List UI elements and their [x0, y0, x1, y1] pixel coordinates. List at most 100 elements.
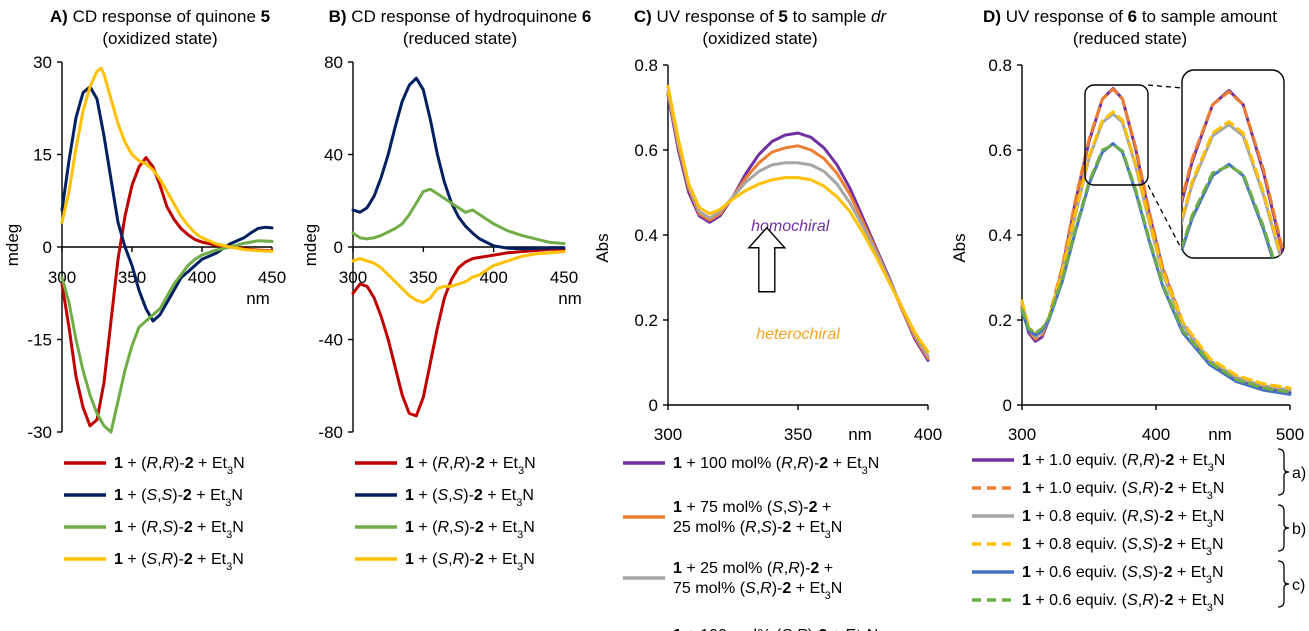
series-line-3	[60, 239, 274, 434]
x-tick-label: 350	[118, 268, 146, 287]
legend-label: 1 + (S,R)-2 + Et3N	[114, 551, 244, 573]
legend-label: 1 + 0.8 equiv. (R,S)-2 + Et3N	[1022, 508, 1224, 530]
y-tick-label: 0.8	[634, 56, 658, 75]
legend-group-label: c)	[1292, 577, 1305, 594]
legend-item: 1 + (S,S)-2 + Et3N	[355, 487, 534, 509]
y-tick-label: -30	[27, 423, 52, 442]
zoom-connector-bottom	[1147, 184, 1183, 251]
chart-title: C) UV response of 5 to sample dr	[634, 7, 888, 26]
x-tick-label: 300	[654, 425, 682, 444]
legend-label: 1 + (R,S)-2 + Et3N	[405, 519, 535, 541]
legend-item: 1 + 25 mol% (R,R)-2 + 75 mol% (S,R)-2 + E…	[623, 560, 842, 602]
legend-group-label: a)	[1292, 465, 1306, 482]
chart-subtitle: (reduced state)	[403, 29, 517, 48]
chart-subtitle: (reduced state)	[1073, 29, 1187, 48]
legend-item: 1 + 0.6 equiv. (S,R)-2 + Et3N	[972, 592, 1224, 614]
legend-label: 1 + 0.6 equiv. (S,S)-2 + Et3N	[1022, 564, 1224, 586]
series-line-3-zoom	[1182, 123, 1284, 258]
legend-label: 75 mol% (S,R)-2 + Et3N	[673, 580, 842, 602]
legend-label: 1 + 100 mol% (R,R)-2 + Et3N	[673, 455, 879, 477]
x-unit-label: nm	[1208, 425, 1232, 444]
y-tick-label: 30	[33, 53, 52, 72]
chart-title: A) CD response of quinone 5	[50, 7, 270, 26]
x-tick-label: 400	[1142, 425, 1170, 444]
y-tick-label: 0.2	[634, 311, 658, 330]
legend-b: 1 + (R,R)-2 + Et3N 1 + (S,S)-2 + Et3N 1 + …	[355, 455, 536, 573]
legend-group-brace	[1277, 504, 1290, 552]
x-tick-label: 400	[479, 268, 507, 287]
legend-item: 1 + 1.0 equiv. (S,R)-2 + Et3N	[972, 480, 1224, 502]
legend-label: 25 mol% (R,S)-2 + Et3N	[673, 519, 842, 541]
series-line-6-zoom	[1182, 164, 1284, 258]
x-tick-label: 350	[409, 268, 437, 287]
legend-item: 1 + (S,S)-2 + Et3N	[64, 487, 243, 509]
series-line-5-zoom	[1182, 162, 1284, 258]
legend-label: 1 + 100 mol% (S,R)-2 + Et3N	[673, 627, 878, 631]
series-line-4	[351, 250, 566, 304]
chart-title: D) UV response of 6 to sample amount	[983, 7, 1277, 26]
zoom-connector-top	[1147, 84, 1183, 89]
legend-label: 1 + 25 mol% (R,R)-2 +	[673, 560, 833, 577]
legend-group-brace	[1277, 560, 1290, 608]
y-tick-label: 0.4	[634, 226, 658, 245]
zoom-inset-box	[1181, 69, 1285, 259]
chart-subtitle: (oxidized state)	[102, 29, 217, 48]
series-line-1	[60, 156, 274, 428]
y-tick-label: 0.8	[988, 56, 1012, 75]
legend-label: 1 + 75 mol% (S,S)-2 +	[673, 499, 831, 516]
x-unit-label: nm	[558, 289, 582, 308]
x-tick-label: 450	[550, 268, 578, 287]
series-line-5	[1020, 142, 1292, 396]
annotation-heterochiral: heterochiral	[756, 326, 840, 343]
legend-label: 1 + (R,R)-2 + Et3N	[405, 455, 536, 477]
legend-label: 1 + (S,S)-2 + Et3N	[405, 487, 534, 509]
legend-item: 1 + (R,R)-2 + Et3N	[64, 455, 245, 477]
chart-title: B) CD response of hydroquinone 6	[329, 7, 592, 26]
chart-panel-d: D) UV response of 6 to sample amount (red…	[950, 7, 1304, 444]
y-tick-label: 0.4	[988, 226, 1012, 245]
y-tick-label: -80	[318, 423, 343, 442]
legend-label: 1 + (S,R)-2 + Et3N	[405, 551, 535, 573]
x-unit-label: nm	[246, 289, 270, 308]
chart-subtitle: (oxidized state)	[702, 29, 817, 48]
x-tick-label: 300	[339, 268, 367, 287]
legend-item: 1 + 100 mol% (R,R)-2 + Et3N	[623, 455, 879, 477]
chart-panel-b: B) CD response of hydroquinone 6 (reduced…	[301, 7, 591, 442]
x-tick-label: 350	[784, 425, 812, 444]
legend-item: 1 + 75 mol% (S,S)-2 + 25 mol% (R,S)-2 + E…	[623, 499, 842, 541]
y-axis-label: Abs	[950, 233, 969, 262]
y-tick-label: 0.6	[988, 141, 1012, 160]
series-line-2	[60, 85, 274, 323]
annotation-homochiral: homochiral	[751, 218, 830, 235]
chart-panel-a: A) CD response of quinone 5 (oxidized sta…	[3, 7, 286, 442]
legend-item: 1 + 1.0 equiv. (R,R)-2 + Et3N	[972, 452, 1225, 474]
legend-group-brace	[1277, 448, 1290, 496]
y-tick-label: 15	[33, 146, 52, 165]
y-tick-label: 0	[43, 238, 52, 257]
y-tick-label: -40	[318, 331, 343, 350]
legend-item: 1 + 0.6 equiv. (S,S)-2 + Et3N	[972, 564, 1224, 586]
legend-label: 1 + (R,S)-2 + Et3N	[114, 519, 244, 541]
x-tick-label: 400	[914, 425, 942, 444]
legend-a: 1 + (R,R)-2 + Et3N 1 + (S,S)-2 + Et3N 1 + …	[64, 455, 245, 573]
arrow-up-icon	[747, 226, 787, 293]
legend-c: 1 + 100 mol% (R,R)-2 + Et3N 1 + 75 mol% (…	[623, 455, 879, 631]
legend-item: 1 + (S,R)-2 + Et3N	[64, 551, 244, 573]
series-line-6	[1020, 143, 1292, 394]
series-line-2	[351, 76, 566, 251]
zoom-inset-plot	[1182, 89, 1284, 258]
legend-item: 1 + 0.8 equiv. (R,S)-2 + Et3N	[972, 508, 1224, 530]
zoom-region-box	[1084, 84, 1149, 186]
legend-label: 1 + 0.6 equiv. (S,R)-2 + Et3N	[1022, 592, 1224, 614]
legend-item: 1 + 0.8 equiv. (S,S)-2 + Et3N	[972, 536, 1224, 558]
series-line-3	[1020, 112, 1292, 392]
series-line-2-zoom	[1182, 90, 1284, 258]
x-tick-label: 500	[1276, 425, 1304, 444]
legend-label: 1 + 1.0 equiv. (R,R)-2 + Et3N	[1022, 452, 1225, 474]
y-tick-label: 80	[324, 53, 343, 72]
x-tick-label: 300	[1008, 425, 1036, 444]
y-tick-label: -15	[27, 331, 52, 350]
y-tick-label: 0	[334, 238, 343, 257]
legend-label: 1 + (R,R)-2 + Et3N	[114, 455, 245, 477]
